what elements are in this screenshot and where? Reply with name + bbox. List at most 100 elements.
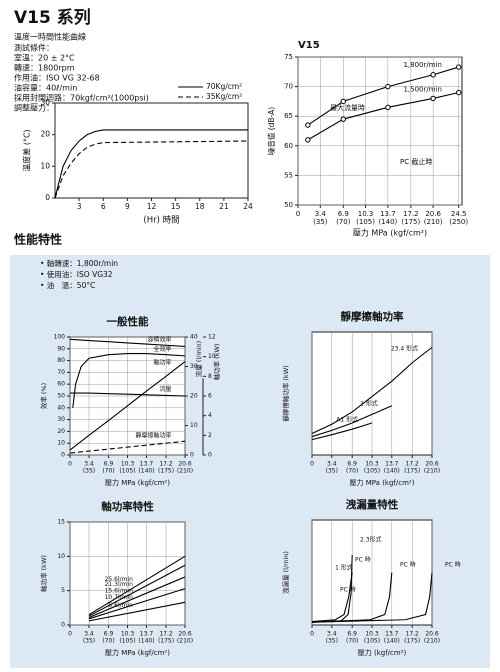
series-line bbox=[311, 346, 433, 434]
y-tick-label: 55 bbox=[284, 171, 293, 179]
x-tick-label: 6 bbox=[101, 202, 106, 211]
y-tick-label: 0 bbox=[61, 622, 65, 629]
series-line bbox=[88, 588, 186, 620]
y-tick-label: 40 bbox=[57, 404, 65, 411]
x-tick-label: (105) bbox=[364, 638, 380, 645]
x-tick-label: 20.6 bbox=[178, 631, 192, 638]
line: 油容量：40ℓ/min bbox=[14, 83, 77, 93]
axis-label: 洩漏量 (l/min) bbox=[281, 551, 290, 594]
series-label: 1 形式 bbox=[360, 400, 378, 408]
x-tick-label: 3 bbox=[77, 202, 82, 211]
y-tick-label: 80 bbox=[57, 357, 65, 364]
y-tick-label: 10 bbox=[57, 440, 65, 447]
annotation: 最大流量時 bbox=[330, 103, 365, 112]
series-line bbox=[88, 564, 186, 617]
series-line bbox=[311, 572, 433, 623]
y-tick-label: 100 bbox=[54, 334, 66, 341]
x-tick-label: 13.7 bbox=[385, 631, 399, 638]
x-tick-label: 12 bbox=[147, 202, 157, 211]
x-tick-label: (175) bbox=[158, 638, 174, 645]
x-tick-label: (35) bbox=[83, 638, 95, 645]
x-tick-label: 0 bbox=[310, 631, 314, 638]
x-tick-label: 6.9 bbox=[104, 461, 114, 468]
series-line bbox=[69, 361, 186, 451]
chart-title: 一般性能 bbox=[107, 315, 149, 328]
x-tick-label: (140) bbox=[378, 218, 397, 226]
axis-label: 壓力 MPa (kgf/cm²) bbox=[350, 478, 415, 487]
axis-label: 軸功率 (kW) bbox=[39, 555, 48, 592]
x-tick-label: (70) bbox=[346, 468, 358, 475]
series-label: A1 形式 bbox=[336, 416, 358, 424]
condition: • 使用油：ISO VG32 bbox=[40, 269, 113, 279]
axis-label: 壓力 MPa (kgf/cm²) bbox=[353, 228, 427, 238]
series-label: 軸功率 bbox=[153, 358, 171, 366]
axis-label: 壓力 MPa (kgf/cm²) bbox=[105, 648, 170, 657]
x-tick-label: 3.4 bbox=[84, 631, 94, 638]
x-tick-label: 10.3 bbox=[365, 461, 379, 468]
x-tick-label: 20.6 bbox=[425, 461, 439, 468]
x-tick-label: 17.2 bbox=[406, 631, 420, 638]
y-tick-label: 60 bbox=[57, 381, 65, 388]
series-line bbox=[311, 405, 393, 438]
annotation: 1 形式 bbox=[335, 564, 353, 572]
y-tick-label: 10 bbox=[190, 422, 198, 429]
y-tick-label: 0 bbox=[61, 452, 65, 459]
x-tick-label: (70) bbox=[336, 218, 351, 226]
line: 溫度一時間性能曲線 bbox=[14, 32, 86, 42]
x-tick-label: (140) bbox=[384, 638, 400, 645]
x-tick-label: 3.4 bbox=[327, 461, 337, 468]
series-label: 21.3l/min bbox=[105, 581, 134, 588]
header-lines: 溫度一時間性能曲線 測試條件： 室溫：20 ± 2°C 轉速：1800rpm 作… bbox=[14, 32, 149, 113]
x-tick-label: 0 bbox=[68, 461, 72, 468]
plot-area bbox=[54, 102, 249, 199]
annotation: PC 時 bbox=[355, 556, 371, 564]
series-label: 15.6l/min bbox=[105, 588, 134, 595]
x-tick-label: 0 bbox=[68, 631, 72, 638]
x-tick-label: 0 bbox=[310, 461, 314, 468]
x-tick-label: (105) bbox=[364, 468, 380, 475]
line: 作用油：ISO VG 32-68 bbox=[14, 73, 100, 83]
x-tick-label: (175) bbox=[404, 468, 420, 475]
x-tick-label: 20.6 bbox=[425, 210, 441, 218]
x-tick-label: 15 bbox=[171, 202, 181, 211]
point bbox=[456, 89, 462, 96]
chart-title: 洩漏量特性 bbox=[346, 498, 399, 511]
y-tick-label: 2 bbox=[208, 432, 212, 439]
x-tick-label: 13.7 bbox=[140, 461, 154, 468]
annotation: PC 截止時 bbox=[400, 157, 432, 166]
axis-label: 壓力 MPa (kgf/cm²) bbox=[105, 478, 170, 487]
x-tick-label: 20.6 bbox=[425, 631, 439, 638]
point bbox=[430, 95, 436, 102]
y-tick-label: 90 bbox=[57, 345, 65, 352]
x-tick-label: (175) bbox=[401, 218, 420, 226]
x-tick-label: (70) bbox=[346, 638, 358, 645]
line: 採用封閉迴路：70kgf/cm²(1000psi) bbox=[14, 93, 149, 103]
axis-label: 噪音值 (dB-A) bbox=[266, 107, 276, 155]
x-tick-label: (35) bbox=[326, 638, 338, 645]
y-tick-label: 4 bbox=[208, 412, 212, 419]
title: V15 系列 bbox=[14, 7, 91, 28]
x-tick-label: 6.9 bbox=[347, 461, 357, 468]
x-tick-label: 17.2 bbox=[403, 210, 419, 218]
y-tick-label: 8 bbox=[208, 373, 212, 380]
axis-label: 流量 (l/min) bbox=[194, 341, 203, 377]
series-label: 25.6l/min bbox=[105, 576, 134, 583]
x-tick-label: 13.7 bbox=[380, 210, 396, 218]
point bbox=[385, 104, 391, 111]
series-line bbox=[72, 352, 186, 408]
x-tick-label: 13.7 bbox=[385, 461, 399, 468]
x-tick-label: (250) bbox=[449, 218, 468, 226]
x-tick-label: 10.3 bbox=[358, 210, 374, 218]
annotation: PC 時 bbox=[445, 561, 461, 569]
x-tick-label: (210) bbox=[424, 218, 443, 226]
series-line bbox=[311, 422, 373, 441]
y-tick-label: 50 bbox=[57, 393, 65, 400]
x-tick-label: (210) bbox=[424, 468, 440, 475]
annotation: PC 時 bbox=[340, 586, 356, 594]
x-tick-label: (105) bbox=[119, 468, 135, 475]
series-line bbox=[69, 338, 186, 347]
x-tick-label: (105) bbox=[356, 218, 375, 226]
x-tick-label: 17.2 bbox=[159, 461, 173, 468]
x-tick-label: 3.4 bbox=[327, 631, 337, 638]
series-line bbox=[311, 572, 393, 623]
